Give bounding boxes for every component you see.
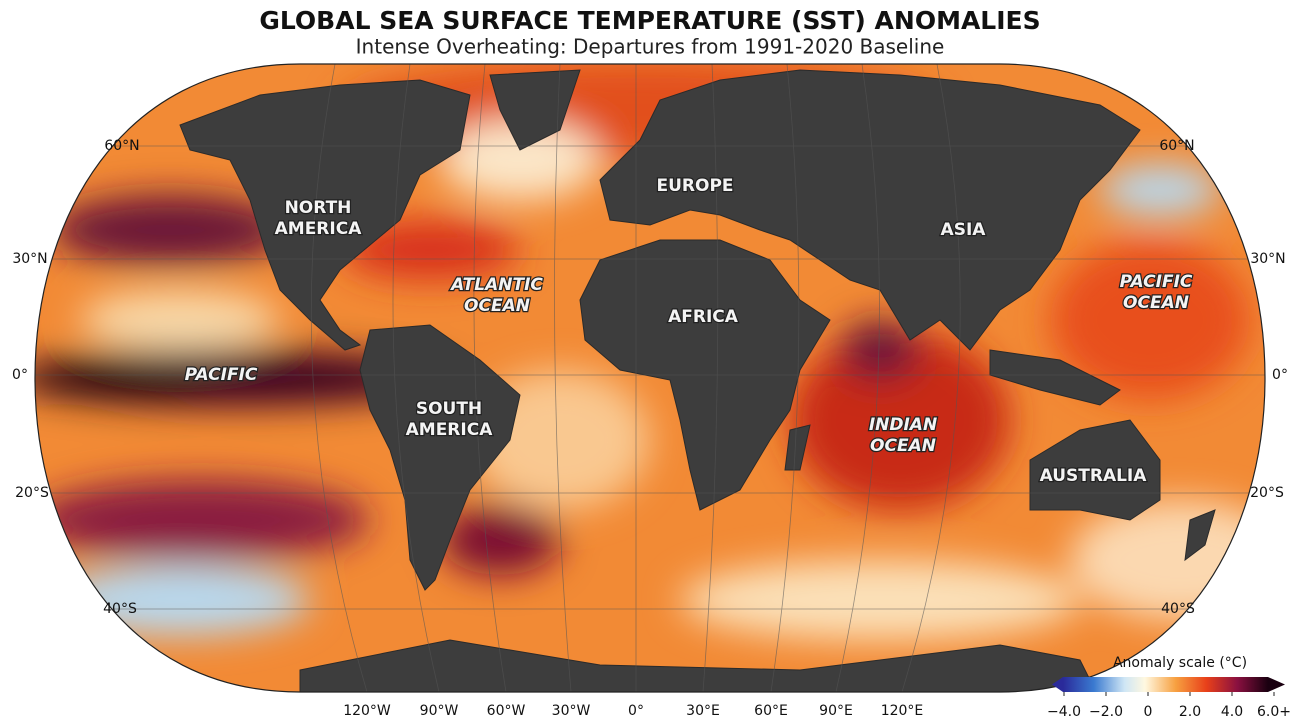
anomaly-field: [35, 64, 1265, 640]
latitude-label: 60°N: [104, 138, 139, 154]
region-label: AMERICA: [275, 219, 363, 239]
region-label: INDIAN: [869, 415, 937, 435]
region-label: OCEAN: [1123, 293, 1189, 313]
region-label: AMERICA: [406, 420, 494, 440]
colorbar-tick-label: 6.0+: [1257, 704, 1291, 720]
latitude-label: 0°: [12, 367, 28, 383]
latitude-label: 0°: [1272, 367, 1288, 383]
latitude-label: 40°S: [103, 601, 137, 617]
region-label: AUSTRALIA: [1040, 466, 1148, 486]
map-outline: [34, 63, 1266, 693]
latitude-label: 20°S: [15, 485, 49, 501]
region-label: OCEAN: [464, 296, 530, 316]
title: GLOBAL SEA SURFACE TEMPERATURE (SST) ANO…: [259, 6, 1040, 35]
region-label: ASIA: [941, 220, 987, 240]
longitude-label: 0°: [628, 703, 644, 719]
colorbar-high-arrow: [1268, 677, 1285, 692]
latitude-label: 30°N: [12, 251, 47, 267]
labels: 60°N 60°N 30°N 30°N 0° 0° 20°S 20°S 40°S 40°S 120°…: [12, 138, 1291, 720]
colorbar-title: Anomaly scale (°C): [1113, 655, 1247, 671]
region-label: NORTH: [285, 198, 352, 218]
longitude-label: 90°E: [819, 703, 853, 719]
longitude-label: 30°E: [686, 703, 720, 719]
region-label: SOUTH: [416, 399, 482, 419]
latitude-label: 40°S: [1161, 601, 1195, 617]
longitude-label: 120°W: [343, 703, 391, 719]
latitude-label: 60°N: [1159, 138, 1194, 154]
latitude-label: 20°S: [1250, 485, 1284, 501]
longitude-label: 90°W: [420, 703, 459, 719]
colorbar-low-arrow: [1052, 677, 1063, 692]
longitude-label: 60°W: [487, 703, 526, 719]
latitude-label: 30°N: [1250, 251, 1285, 267]
region-label: ATLANTIC: [449, 275, 543, 295]
longitude-label: 120°E: [881, 703, 924, 719]
subtitle: Intense Overheating: Departures from 199…: [356, 35, 945, 59]
colorbar-tick-label: −2.0: [1089, 704, 1123, 720]
colorbar-tick-label: 4.0: [1221, 704, 1243, 720]
graticule: [35, 64, 1265, 692]
region-label: EUROPE: [656, 176, 733, 196]
colorbar-tick-label: 2.0: [1179, 704, 1201, 720]
region-label: OCEAN: [870, 436, 936, 456]
region-label: PACIFIC: [1120, 272, 1193, 292]
region-label: AFRICA: [668, 307, 739, 327]
longitude-label: 30°W: [552, 703, 591, 719]
landmasses: [179, 69, 1216, 692]
colorbar-tick-label: −4.0: [1047, 704, 1081, 720]
colorbar-tick-label: 0: [1144, 704, 1153, 720]
map-body: [35, 64, 1265, 692]
region-label: PACIFIC: [185, 365, 258, 385]
longitude-label: 60°E: [754, 703, 788, 719]
colorbar: [1063, 677, 1268, 692]
